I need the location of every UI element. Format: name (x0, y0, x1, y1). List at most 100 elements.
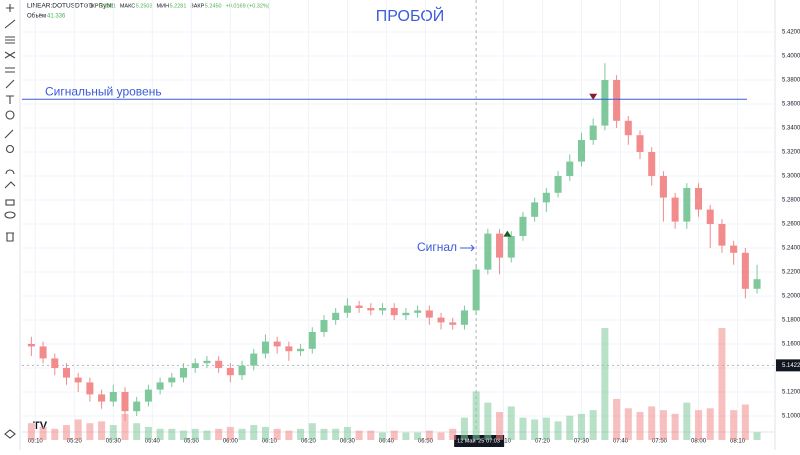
candle-body (671, 197, 679, 222)
volume-bar (460, 417, 468, 440)
volume-bar (437, 432, 445, 440)
volume-bar (27, 423, 35, 440)
x-tick-label: 07:40 (613, 439, 629, 445)
volume-bar (144, 426, 152, 440)
candle-body (460, 310, 468, 325)
y-tick-label: 5.2200 (782, 270, 800, 276)
ohlc-legend: ОТКР 5.2281 МАКС 5.2503 МИН 5.2281 ЗАКР 5.2450 +… (84, 3, 270, 9)
y-tick-label: 5.3800 (782, 78, 800, 84)
candle-body (226, 368, 234, 376)
toolbar (4, 4, 16, 439)
volume-bar (133, 423, 141, 440)
draw-mode-tool[interactable] (4, 181, 16, 189)
ohlc-change: +0.0169 (+0.32%) (226, 3, 270, 9)
hide-tool[interactable] (4, 211, 16, 219)
emoji-tool[interactable] (5, 110, 15, 120)
volume-bar (156, 428, 164, 440)
volume-bar (109, 425, 117, 440)
candle-body (109, 392, 117, 402)
candle-body (566, 161, 574, 176)
line-tool[interactable] (4, 19, 16, 29)
candle-body (496, 233, 504, 258)
chart-title: ПРОБОЙ (376, 6, 445, 25)
signal-label: Сигнал (417, 240, 457, 254)
candle-body (589, 125, 597, 140)
volume-bar (180, 430, 188, 440)
x-tick-label: 05:40 (145, 439, 161, 445)
layers-tool[interactable] (4, 429, 16, 439)
volume-bar (753, 432, 761, 440)
volume-bar (250, 425, 258, 440)
volume-value: 41.336 (47, 14, 66, 20)
candle-body (51, 358, 59, 368)
y-tick-label: 5.4200 (782, 30, 800, 36)
magnet-tool[interactable] (5, 169, 15, 175)
delete-tool[interactable] (6, 232, 14, 242)
candle-body (531, 202, 539, 217)
projection-tool[interactable] (5, 67, 15, 73)
volume-bar (367, 430, 375, 440)
volume-bar (39, 426, 47, 440)
y-tick-label: 5.1000 (782, 414, 800, 420)
x-tick-label: 05:10 (28, 439, 44, 445)
candle-body (437, 317, 445, 323)
volume-bar (519, 417, 527, 440)
y-tick-label: 5.1800 (782, 318, 800, 324)
volume-bar (695, 410, 703, 440)
x-tick-label: 06:30 (340, 439, 356, 445)
candle-body (741, 252, 749, 289)
volume-bar (285, 430, 293, 440)
candle-body (577, 140, 585, 162)
volume-bar (449, 428, 457, 440)
ohlc-low: 5.2281 (170, 3, 187, 9)
ruler-tool[interactable] (4, 129, 14, 139)
candle-body (753, 279, 761, 289)
volume-bar (320, 428, 328, 440)
volume-bar (273, 428, 281, 440)
candle-body (261, 341, 269, 354)
x-tick-label: 05:20 (67, 439, 83, 445)
volume-bar (683, 402, 691, 440)
signal-marker (503, 230, 512, 237)
volume-bar (332, 428, 340, 440)
brush-tool[interactable] (5, 79, 15, 89)
candle-body (519, 216, 527, 236)
volume-bar (238, 428, 246, 440)
candle-body (86, 382, 94, 395)
candle-body (144, 389, 152, 402)
candle-body (683, 188, 691, 222)
volume-bar (215, 428, 223, 440)
volume-label: Объём (27, 14, 46, 20)
pattern-tool[interactable] (4, 51, 16, 59)
candle-body (273, 341, 281, 347)
volume-bar (261, 426, 269, 440)
volume-bar (531, 419, 539, 440)
candle-body (472, 269, 480, 311)
volume-bar (74, 419, 82, 440)
candle-body (414, 310, 422, 313)
candle-body (332, 312, 340, 320)
volume-bar (659, 410, 667, 440)
candle-body (601, 80, 609, 126)
volume-bar (203, 430, 211, 440)
y-tick-label: 5.3400 (782, 126, 800, 132)
x-tick-label: 08:10 (730, 439, 746, 445)
volume-bar (62, 425, 70, 440)
fib-tool[interactable] (5, 36, 15, 44)
volume-bar (226, 426, 234, 440)
text-tool[interactable] (6, 95, 14, 104)
candle-body (297, 348, 305, 352)
volume-bar (191, 428, 199, 440)
volume-bar (566, 415, 574, 440)
lock-tool[interactable] (5, 199, 15, 206)
volume-bar (402, 432, 410, 440)
x-tick-label: 07:20 (535, 439, 551, 445)
candle-body (74, 377, 82, 383)
candle-body (27, 344, 35, 347)
signal-marker (589, 93, 598, 100)
crosshair-date: 12 Май '25 (457, 437, 484, 444)
crosshair-tool[interactable] (6, 4, 14, 12)
y-tick-label: 5.2000 (782, 294, 800, 300)
zoom-tool[interactable] (5, 144, 15, 154)
